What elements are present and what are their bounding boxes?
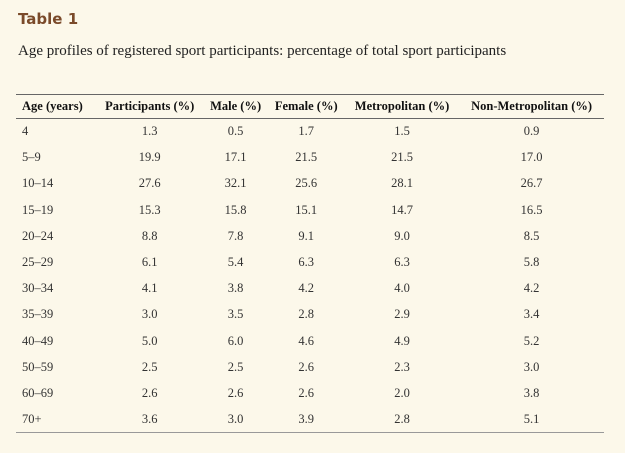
cell-age: 35–39	[22, 307, 54, 322]
cell-non-metropolitan: 4.2	[523, 281, 540, 296]
cell-male: 0.5	[227, 124, 244, 139]
cell-age: 15–19	[22, 202, 54, 217]
table-row: 50–59 2.5 2.5 2.6 2.3 3.0	[16, 354, 604, 380]
cell-metropolitan: 2.3	[394, 359, 410, 374]
cell-non-metropolitan: 5.2	[523, 333, 540, 348]
table-label: Table 1	[18, 10, 79, 28]
cell-female: 4.2	[298, 281, 315, 296]
cell-female: 9.1	[298, 228, 315, 243]
cell-age: 70+	[16, 406, 96, 434]
cell-male: 15.8	[224, 202, 247, 217]
cell-male: 6.0	[227, 333, 244, 348]
cell-non-metropolitan: 3.8	[523, 385, 540, 400]
table-row: 40–49 5.0 6.0 4.6 4.9 5.2	[16, 328, 604, 354]
table-row: 60–69 2.6 2.6 2.6 2.0 3.8	[16, 380, 604, 406]
cell-age: 50–59	[22, 359, 54, 374]
cell-age: 10–14	[22, 176, 54, 191]
cell-metropolitan: 2.9	[394, 307, 410, 322]
cell-participants: 4.1	[141, 281, 158, 296]
cell-participants: 2.5	[141, 359, 158, 374]
cell-female: 3.9	[267, 406, 345, 434]
cell-male: 2.5	[227, 359, 244, 374]
table-caption: Age profiles of registered sport partici…	[18, 43, 507, 59]
cell-male: 5.4	[227, 255, 244, 270]
cell-female: 21.5	[295, 150, 318, 165]
table-row: 35–39 3.0 3.5 2.8 2.9 3.4	[16, 302, 604, 328]
cell-metropolitan: 14.7	[391, 202, 413, 217]
table-row: 25–29 6.1 5.4 6.3 6.3 5.8	[16, 249, 604, 275]
cell-non-metropolitan: 3.4	[523, 307, 540, 322]
cell-participants: 3.0	[141, 307, 158, 322]
cell-female: 2.6	[298, 385, 315, 400]
table-row: 15–19 15.3 15.8 15.1 14.7 16.5	[16, 197, 604, 223]
cell-age: 25–29	[22, 255, 54, 270]
cell-participants: 27.6	[138, 176, 161, 191]
cell-participants: 5.0	[141, 333, 158, 348]
cell-metropolitan: 2.8	[344, 406, 460, 434]
cell-female: 2.6	[298, 359, 315, 374]
cell-male: 32.1	[224, 176, 247, 191]
cell-metropolitan: 28.1	[391, 176, 413, 191]
cell-age: 60–69	[22, 385, 54, 400]
table-header-row: Age (years) Participants (%) Male (%) Femal…	[16, 94, 604, 119]
table-row: 30–34 4.1 3.8 4.2 4.0 4.2	[16, 276, 604, 302]
cell-male: 2.6	[227, 385, 244, 400]
cell-female: 25.6	[295, 176, 318, 191]
age-profile-table: Age (years) Participants (%) Male (%) Femal…	[16, 94, 604, 434]
table-body: 4 1.3 0.5 1.7 1.5 0.9 5–9 19.9 17.1 21.5 21.5 17.0 1…	[16, 119, 604, 434]
cell-participants: 15.3	[138, 202, 161, 217]
cell-male: 3.0	[203, 406, 268, 434]
column-header-age: Age (years)	[16, 94, 96, 119]
cell-non-metropolitan: 26.7	[520, 176, 543, 191]
cell-female: 4.6	[298, 333, 315, 348]
cell-non-metropolitan: 5.8	[523, 255, 540, 270]
column-header-female: Female (%)	[267, 94, 345, 119]
cell-male: 17.1	[224, 150, 247, 165]
cell-male: 7.8	[227, 228, 244, 243]
cell-female: 15.1	[295, 202, 318, 217]
cell-age: 4	[22, 124, 29, 139]
cell-female: 1.7	[298, 124, 315, 139]
cell-participants: 8.8	[141, 228, 158, 243]
cell-participants: 1.3	[141, 124, 158, 139]
cell-female: 6.3	[298, 255, 315, 270]
cell-non-metropolitan: 3.0	[523, 359, 540, 374]
cell-metropolitan: 1.5	[394, 124, 410, 139]
cell-female: 2.8	[298, 307, 315, 322]
cell-age: 30–34	[22, 281, 54, 296]
cell-non-metropolitan: 17.0	[520, 150, 543, 165]
cell-non-metropolitan: 5.1	[459, 406, 604, 434]
column-header-non-metropolitan: Non-Metropolitan (%)	[459, 94, 604, 119]
cell-metropolitan: 9.0	[394, 228, 410, 243]
cell-male: 3.8	[227, 281, 244, 296]
column-header-male: Male (%)	[203, 94, 268, 119]
cell-non-metropolitan: 8.5	[523, 228, 540, 243]
cell-metropolitan: 4.9	[394, 333, 410, 348]
table-row: 10–14 27.6 32.1 25.6 28.1 26.7	[16, 171, 604, 197]
cell-metropolitan: 4.0	[394, 281, 410, 296]
cell-male: 3.5	[227, 307, 244, 322]
cell-metropolitan: 2.0	[394, 385, 410, 400]
cell-age: 40–49	[22, 333, 54, 348]
column-header-participants: Participants (%)	[95, 94, 204, 119]
column-header-metropolitan: Metropolitan (%)	[344, 94, 460, 119]
cell-participants: 6.1	[141, 255, 158, 270]
cell-non-metropolitan: 0.9	[523, 124, 540, 139]
cell-age: 5–9	[22, 150, 41, 165]
cell-age: 20–24	[22, 228, 54, 243]
cell-metropolitan: 6.3	[394, 255, 410, 270]
table-row: 4 1.3 0.5 1.7 1.5 0.9	[16, 119, 604, 145]
cell-participants: 2.6	[141, 385, 158, 400]
cell-metropolitan: 21.5	[391, 150, 413, 165]
cell-participants: 19.9	[138, 150, 161, 165]
table-row: 20–24 8.8 7.8 9.1 9.0 8.5	[16, 223, 604, 249]
cell-non-metropolitan: 16.5	[520, 202, 543, 217]
cell-participants: 3.6	[95, 406, 204, 434]
table-row: 70+ 3.6 3.0 3.9 2.8 5.1	[16, 406, 604, 434]
table-row: 5–9 19.9 17.1 21.5 21.5 17.0	[16, 145, 604, 171]
